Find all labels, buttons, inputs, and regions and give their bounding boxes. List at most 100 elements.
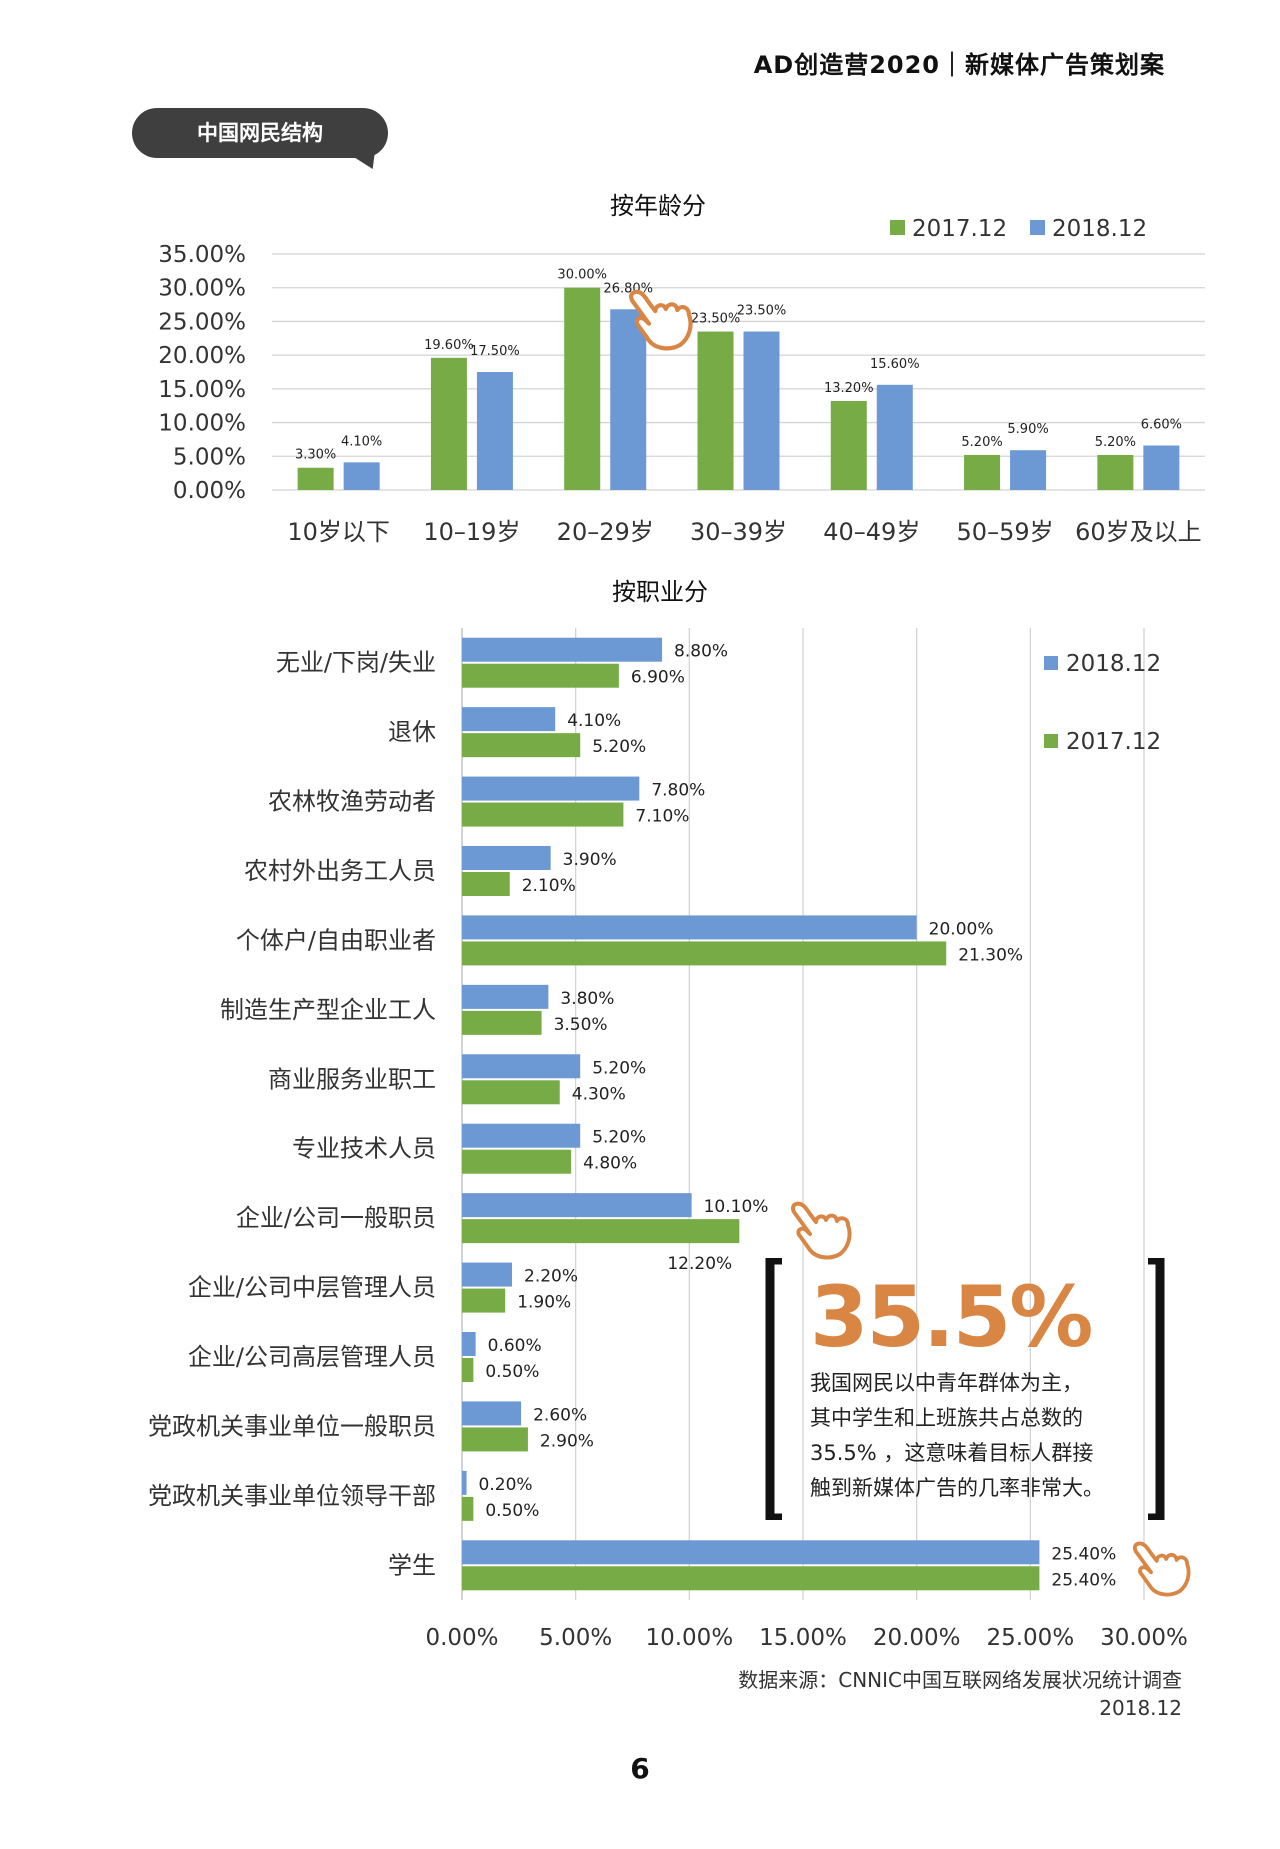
legend-swatch: [1044, 656, 1058, 670]
data-label: 5.20%: [1095, 435, 1136, 450]
bar: [462, 1149, 572, 1174]
bar: [462, 637, 663, 662]
data-label: 3.50%: [554, 1015, 608, 1035]
age-chart: 按年龄分 0.00% 5.00% 10.00% 15.00% 20.00% 25.00% 30…: [158, 192, 1205, 546]
data-label: 4.10%: [341, 434, 382, 449]
x-tick-label: 15.00%: [759, 1625, 847, 1651]
bar: [462, 1080, 560, 1105]
tag-label: 中国网民结构: [197, 121, 323, 145]
data-label: 12.20%: [667, 1254, 732, 1274]
bar: [462, 1496, 474, 1521]
y-tick-label: 制造生产型企业工人: [220, 996, 436, 1024]
hand-pointer-icon: [1132, 1541, 1191, 1597]
y-tick-label: 10.00%: [158, 411, 246, 437]
data-label: 2.10%: [522, 876, 576, 896]
data-label: 6.90%: [631, 668, 685, 688]
data-source: 数据来源：CNNIC中国互联网络发展状况统计调查 2018.12: [738, 1666, 1182, 1722]
callout-line: 触到新媒体广告的几率非常大。: [810, 1476, 1104, 1500]
legend-label: 2017.12: [912, 216, 1007, 242]
occupation-chart: 按职业分 0.00% 5.00% 10.00% 15.00% 20.00% 25.00% 30…: [148, 578, 1191, 1651]
x-tick-label: 20.00%: [873, 1625, 961, 1651]
data-label: 2.60%: [533, 1405, 587, 1425]
bar: [462, 1219, 740, 1244]
bar: [462, 1332, 476, 1356]
bar: [876, 384, 913, 490]
y-tick-label: 企业/公司一般职员: [236, 1204, 436, 1232]
y-tick-label: 农村外出务工人员: [244, 857, 436, 885]
data-label: 0.60%: [488, 1336, 542, 1356]
hand-pointer-shape: [1132, 1541, 1191, 1597]
bar: [462, 1288, 506, 1313]
bar: [610, 309, 647, 490]
data-label: 4.10%: [567, 711, 621, 731]
bar: [297, 467, 334, 490]
x-tick-label: 50–59岁: [957, 518, 1054, 546]
bar: [462, 1123, 581, 1148]
x-tick-label: 40–49岁: [823, 518, 920, 546]
bar: [1143, 445, 1180, 490]
source-line: 数据来源：CNNIC中国互联网络发展状况统计调查: [738, 1668, 1182, 1692]
bar: [462, 1358, 474, 1382]
data-label: 23.50%: [737, 304, 787, 319]
callout-line: 其中学生和上班族共占总数的: [810, 1406, 1083, 1430]
bar: [1010, 450, 1047, 490]
data-label: 30.00%: [557, 268, 607, 283]
callout-brackets: [765, 1258, 1165, 1520]
x-tick-label: 10.00%: [645, 1625, 733, 1651]
legend-swatch: [1030, 220, 1045, 235]
data-label: 1.90%: [517, 1293, 571, 1313]
data-label: 20.00%: [929, 919, 994, 939]
section-tag: 中国网民结构: [132, 108, 388, 175]
x-tick-label: 0.00%: [425, 1625, 498, 1651]
hand-pointer-icon: [790, 1201, 852, 1260]
data-label: 3.80%: [560, 989, 614, 1009]
legend-swatch: [890, 220, 905, 235]
y-tick-label: 无业/下岗/失业: [276, 649, 436, 677]
data-label: 3.30%: [295, 448, 336, 463]
data-label: 17.50%: [470, 344, 520, 359]
x-tick-label: 10岁以下: [287, 518, 390, 546]
bar: [462, 663, 619, 688]
y-tick-label: 企业/公司高层管理人员: [188, 1343, 436, 1371]
legend-label: 2018.12: [1066, 651, 1161, 677]
source-date: 2018.12: [1099, 1696, 1182, 1720]
y-tick-label: 商业服务业职工: [268, 1065, 436, 1093]
bar: [462, 1566, 1040, 1591]
age-chart-title: 按年龄分: [610, 192, 706, 220]
callout-line: 我国网民以中青年群体为主，: [810, 1371, 1083, 1395]
data-label: 19.60%: [424, 338, 474, 353]
bar: [462, 1193, 692, 1218]
data-label: 0.20%: [479, 1475, 533, 1495]
bar: [462, 733, 581, 758]
bar: [462, 984, 549, 1009]
legend-label: 2018.12: [1052, 216, 1147, 242]
data-label: 21.30%: [958, 945, 1023, 965]
callout-line: 35.5% ，这意味着目标人群接: [810, 1441, 1094, 1465]
legend-swatch: [1044, 734, 1058, 748]
data-label: 26.80%: [603, 281, 653, 296]
x-tick-label: 30–39岁: [690, 518, 787, 546]
bar: [462, 1401, 522, 1426]
hand-pointer-icon: [629, 289, 693, 351]
y-tick-label: 15.00%: [158, 377, 246, 403]
hand-pointer-shape: [790, 1201, 852, 1260]
data-label: 7.10%: [635, 807, 689, 827]
data-label: 4.30%: [572, 1084, 626, 1104]
data-label: 5.20%: [961, 435, 1002, 450]
data-label: 15.60%: [870, 357, 920, 372]
data-label: 2.20%: [524, 1267, 578, 1287]
y-tick-label: 党政机关事业单位领导干部: [148, 1482, 436, 1510]
data-label: 13.20%: [824, 381, 874, 396]
x-tick-label: 10–19岁: [423, 518, 520, 546]
bar: [462, 846, 551, 870]
highlight-callout: 35.5% 我国网民以中青年群体为主， 其中学生和上班族共占总数的 35.5% …: [760, 1258, 1170, 1520]
bar: [462, 941, 947, 966]
y-tick-label: 企业/公司中层管理人员: [188, 1274, 436, 1302]
data-label: 7.80%: [651, 781, 705, 801]
occupation-chart-title: 按职业分: [612, 578, 708, 606]
data-label: 5.90%: [1007, 422, 1048, 437]
data-label: 5.20%: [592, 1058, 646, 1078]
bar: [564, 287, 601, 490]
data-label: 4.80%: [583, 1154, 637, 1174]
data-label: 5.20%: [592, 1128, 646, 1148]
